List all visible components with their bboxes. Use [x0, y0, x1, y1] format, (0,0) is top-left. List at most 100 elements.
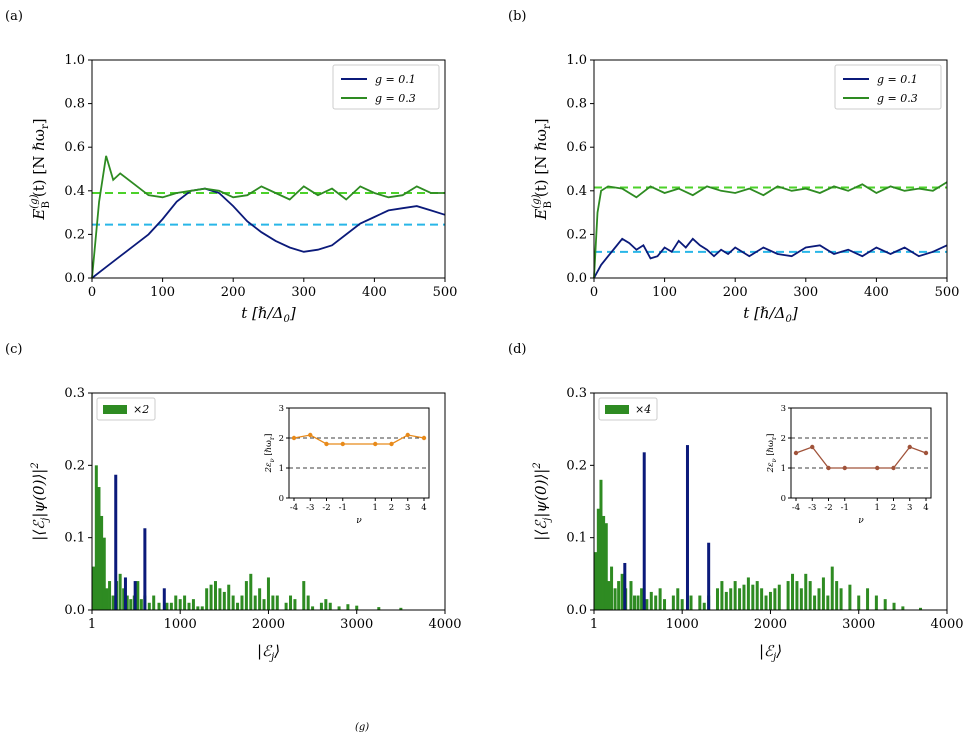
bar	[663, 599, 667, 610]
x-tick-label: 1000	[666, 617, 699, 632]
inset-point	[389, 441, 394, 447]
axes-frame	[593, 392, 948, 611]
bar	[751, 584, 755, 610]
series-line	[593, 181, 948, 279]
inset-x-tick-label: -3	[306, 503, 314, 513]
inset-y-tick-label: 0	[781, 494, 786, 504]
x-axis-label: |ℰj⟩	[759, 642, 782, 663]
y-tick-label: 0.1	[566, 531, 587, 546]
inset-frame	[288, 407, 430, 499]
inset-y-tick-label: 2	[279, 434, 284, 444]
legend-entry: g = 0.3	[877, 92, 918, 105]
y-tick-label: 0.3	[566, 386, 587, 401]
bar	[147, 602, 151, 610]
x-tick-label: 2000	[252, 617, 285, 632]
x-tick-label: 300	[793, 285, 818, 300]
panel-label: (c)	[5, 342, 22, 357]
inset-plot: -4 -3 -2 -1 1 2 3 4 0 1 2 3 ν 2εν [ℏωr]	[264, 404, 430, 526]
bar	[284, 602, 288, 610]
bar	[707, 542, 711, 610]
inset-point	[826, 465, 831, 471]
bar	[108, 581, 112, 610]
bar	[125, 595, 129, 610]
bar	[143, 528, 147, 610]
bar	[791, 573, 795, 610]
bar	[610, 566, 614, 610]
bar	[293, 599, 297, 610]
bar	[227, 584, 231, 610]
panel-label: (b)	[508, 9, 526, 24]
bar	[244, 581, 248, 610]
y-axis-label: |⟨ℰj|ψ(0)⟩|2	[532, 462, 553, 540]
bar	[218, 588, 222, 610]
y-tick-label: 0.2	[64, 227, 85, 242]
bar	[249, 573, 253, 610]
inset-y-tick-label: 3	[279, 404, 284, 414]
bar	[813, 595, 817, 610]
bar	[633, 595, 637, 610]
inset-x-tick-label: -2	[322, 503, 330, 513]
bar	[742, 584, 746, 610]
x-tick-label: 3000	[842, 617, 875, 632]
inset-x-tick-label: -4	[792, 503, 800, 513]
inset-point	[291, 435, 297, 441]
x-tick-label: 3000	[340, 617, 373, 632]
inset-point	[308, 432, 313, 438]
bar	[764, 595, 768, 610]
legend-entry: g = 0.3	[375, 92, 416, 105]
bar	[594, 552, 598, 610]
inset-point	[373, 441, 378, 447]
bar	[746, 577, 750, 610]
x-tick-label: 400	[864, 285, 889, 300]
inset-x-tick-label: 1	[373, 503, 378, 513]
inset-x-tick-label: 4	[923, 503, 928, 513]
inset-x-tick-label: -2	[824, 503, 832, 513]
bar	[262, 599, 266, 610]
bar	[636, 595, 640, 610]
bar	[596, 508, 600, 610]
x-tick-label: 400	[362, 285, 387, 300]
x-tick-label: 1	[590, 617, 598, 632]
y-tick-label: 0.8	[64, 97, 85, 112]
bar	[629, 581, 633, 610]
bar	[205, 588, 209, 610]
bar	[266, 577, 270, 610]
bar	[355, 605, 359, 610]
bar	[799, 588, 803, 610]
inset-x-tick-label: -1	[339, 503, 347, 513]
bar	[306, 595, 310, 610]
bar	[738, 588, 742, 610]
bar	[602, 515, 606, 610]
bar	[129, 599, 133, 610]
y-tick-label: 0.8	[566, 97, 587, 112]
bar	[399, 607, 403, 610]
inset-x-tick-label: 1	[875, 503, 880, 513]
x-tick-label: 100	[150, 285, 175, 300]
inset-line	[293, 434, 425, 445]
bar	[808, 581, 812, 610]
bar	[777, 584, 781, 610]
x-tick-label: 2000	[754, 617, 787, 632]
bar	[817, 588, 821, 610]
bar	[642, 452, 646, 610]
inset-plot: -4 -3 -2 -1 1 2 3 4 0 1 2 3 ν 2εν [ℏωr]	[766, 404, 932, 526]
x-tick-label: 500	[935, 285, 960, 300]
bar	[157, 602, 161, 610]
inset-y-tick-label: 2	[781, 434, 786, 444]
y-tick-label: 0.0	[64, 271, 85, 286]
bar	[795, 581, 799, 610]
y-tick-label: 0.0	[566, 603, 587, 618]
legend-swatch	[605, 405, 629, 414]
x-tick-label: 0	[590, 285, 598, 300]
y-tick-label: 0.2	[566, 458, 587, 473]
bar	[178, 599, 182, 610]
bar	[275, 595, 279, 610]
inset-x-tick-label: 4	[421, 503, 426, 513]
axes-frame	[91, 59, 446, 279]
x-tick-label: 1	[88, 617, 96, 632]
bar	[773, 588, 777, 610]
plot-area	[92, 465, 403, 610]
bar	[830, 566, 834, 610]
inset-point	[891, 465, 896, 471]
